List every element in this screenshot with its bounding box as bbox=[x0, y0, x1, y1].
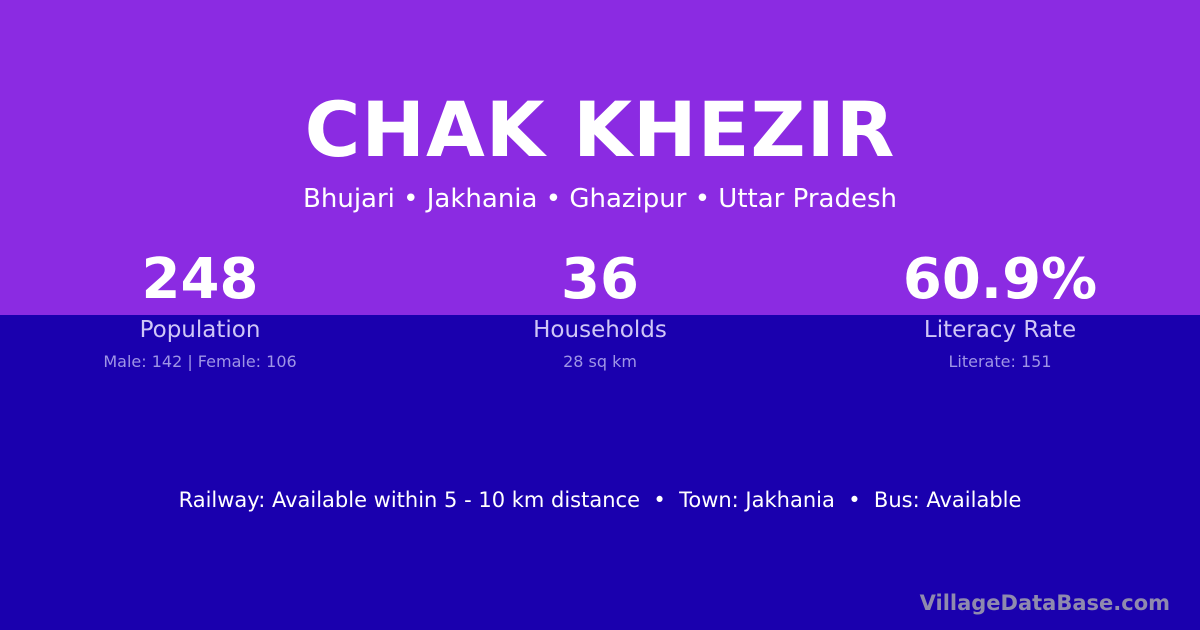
watermark: VillageDataBase.com bbox=[919, 591, 1170, 615]
header-band bbox=[0, 0, 1200, 315]
stat-literacy: 60.9% Literacy Rate Literate: 151 bbox=[800, 246, 1200, 374]
village-name: CHAK KHEZIR bbox=[304, 85, 896, 174]
stat-households: 36 Households 28 sq km bbox=[400, 246, 800, 374]
location-breadcrumb: Bhujari • Jakhania • Ghazipur • Uttar Pr… bbox=[303, 184, 897, 214]
stat-detail: Male: 142 | Female: 106 bbox=[103, 352, 297, 371]
stat-value: 36 bbox=[561, 247, 639, 312]
stat-detail: 28 sq km bbox=[563, 352, 637, 371]
stat-value: 248 bbox=[141, 247, 259, 312]
stat-detail: Literate: 151 bbox=[948, 352, 1052, 371]
stat-value: 60.9% bbox=[902, 247, 1098, 312]
stat-label: Literacy Rate bbox=[923, 317, 1077, 343]
stat-population: 248 Population Male: 142 | Female: 106 bbox=[0, 246, 400, 374]
stat-label: Population bbox=[139, 317, 261, 343]
amenities-line: Railway: Available within 5 - 10 km dist… bbox=[178, 488, 1022, 512]
stat-label: Households bbox=[533, 317, 667, 343]
